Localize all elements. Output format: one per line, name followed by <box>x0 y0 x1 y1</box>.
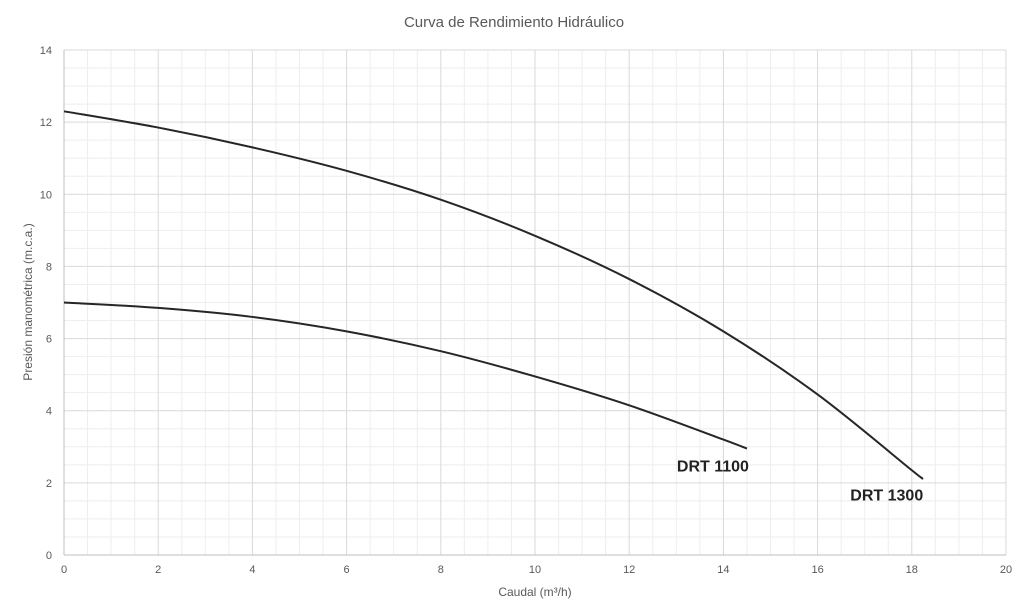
x-tick-label: 4 <box>249 564 255 576</box>
x-tick-label: 10 <box>529 564 541 576</box>
y-tick-label: 2 <box>46 478 52 490</box>
y-tick-label: 6 <box>46 334 52 346</box>
y-tick-label: 14 <box>40 45 52 57</box>
series-labels: DRT 1100 DRT 1300 <box>677 459 923 505</box>
series-label-drt-1100: DRT 1100 <box>677 459 749 476</box>
y-tick-labels: 0 2 4 6 8 10 12 14 <box>40 45 52 562</box>
series-line-drt-1100 <box>63 301 748 450</box>
y-tick-label: 4 <box>46 406 52 418</box>
x-tick-label: 20 <box>1000 564 1012 576</box>
chart-title: Curva de Rendimiento Hidráulico <box>404 14 624 31</box>
y-tick-label: 12 <box>40 117 52 129</box>
x-tick-label: 2 <box>155 564 161 576</box>
x-tick-label: 14 <box>717 564 729 576</box>
x-axis-label: Caudal (m³/h) <box>498 585 571 599</box>
x-tick-label: 6 <box>344 564 350 576</box>
x-tick-label: 18 <box>906 564 918 576</box>
y-tick-label: 0 <box>46 550 52 562</box>
x-tick-label: 0 <box>61 564 67 576</box>
series-group <box>63 110 924 480</box>
series-label-drt-1300: DRT 1300 <box>850 487 923 504</box>
x-tick-label: 8 <box>438 564 444 576</box>
y-tick-label: 8 <box>46 261 52 273</box>
series-line-drt-1300 <box>63 110 924 480</box>
y-tick-label: 10 <box>40 189 52 201</box>
x-tick-label: 16 <box>811 564 823 576</box>
y-axis-label: Presión manométrica (m.c.a.) <box>21 223 35 380</box>
x-tick-label: 12 <box>623 564 635 576</box>
x-tick-labels: 0 2 4 6 8 10 12 14 16 18 20 <box>61 564 1012 576</box>
major-grid <box>63 49 1007 556</box>
